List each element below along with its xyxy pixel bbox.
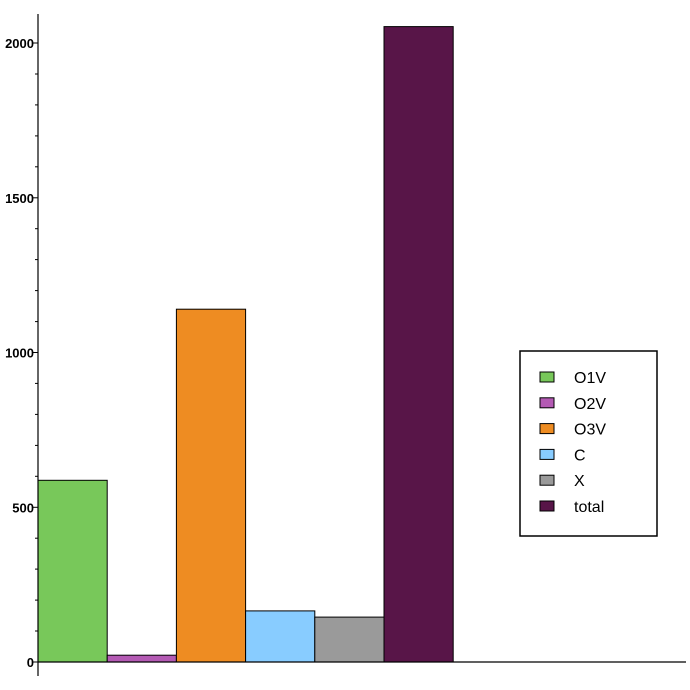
y-tick-label: 0: [27, 655, 34, 670]
legend-label-o1v: O1V: [574, 370, 606, 387]
legend-label-o3v: O3V: [574, 422, 606, 439]
legend-swatch-o3v: [539, 423, 555, 435]
bar-c: [245, 610, 316, 663]
bar-x: [314, 616, 385, 663]
legend-label-c: C: [574, 447, 586, 464]
y-tick-label: 2000: [5, 36, 34, 51]
legend-swatch-x: [539, 474, 555, 486]
legend-swatch-total: [539, 500, 555, 512]
bars-group: [37, 26, 454, 663]
y-tick-label: 1500: [5, 191, 34, 206]
bar-o2v: [106, 654, 177, 663]
legend-label-x: X: [574, 473, 585, 490]
legend-swatch-o1v: [539, 371, 555, 383]
legend-label-o2v: O2V: [574, 396, 606, 413]
bar-o1v: [37, 479, 108, 663]
legend-swatch-o2v: [539, 397, 555, 409]
y-tick-label: 500: [12, 500, 34, 515]
bar-o3v: [175, 308, 247, 663]
bar-total: [383, 26, 454, 663]
y-axis: 0 500 1000 1500 2000: [5, 14, 39, 676]
legend-label-total: total: [574, 499, 604, 516]
legend-swatch-c: [539, 448, 555, 460]
y-tick-label: 1000: [5, 346, 34, 361]
